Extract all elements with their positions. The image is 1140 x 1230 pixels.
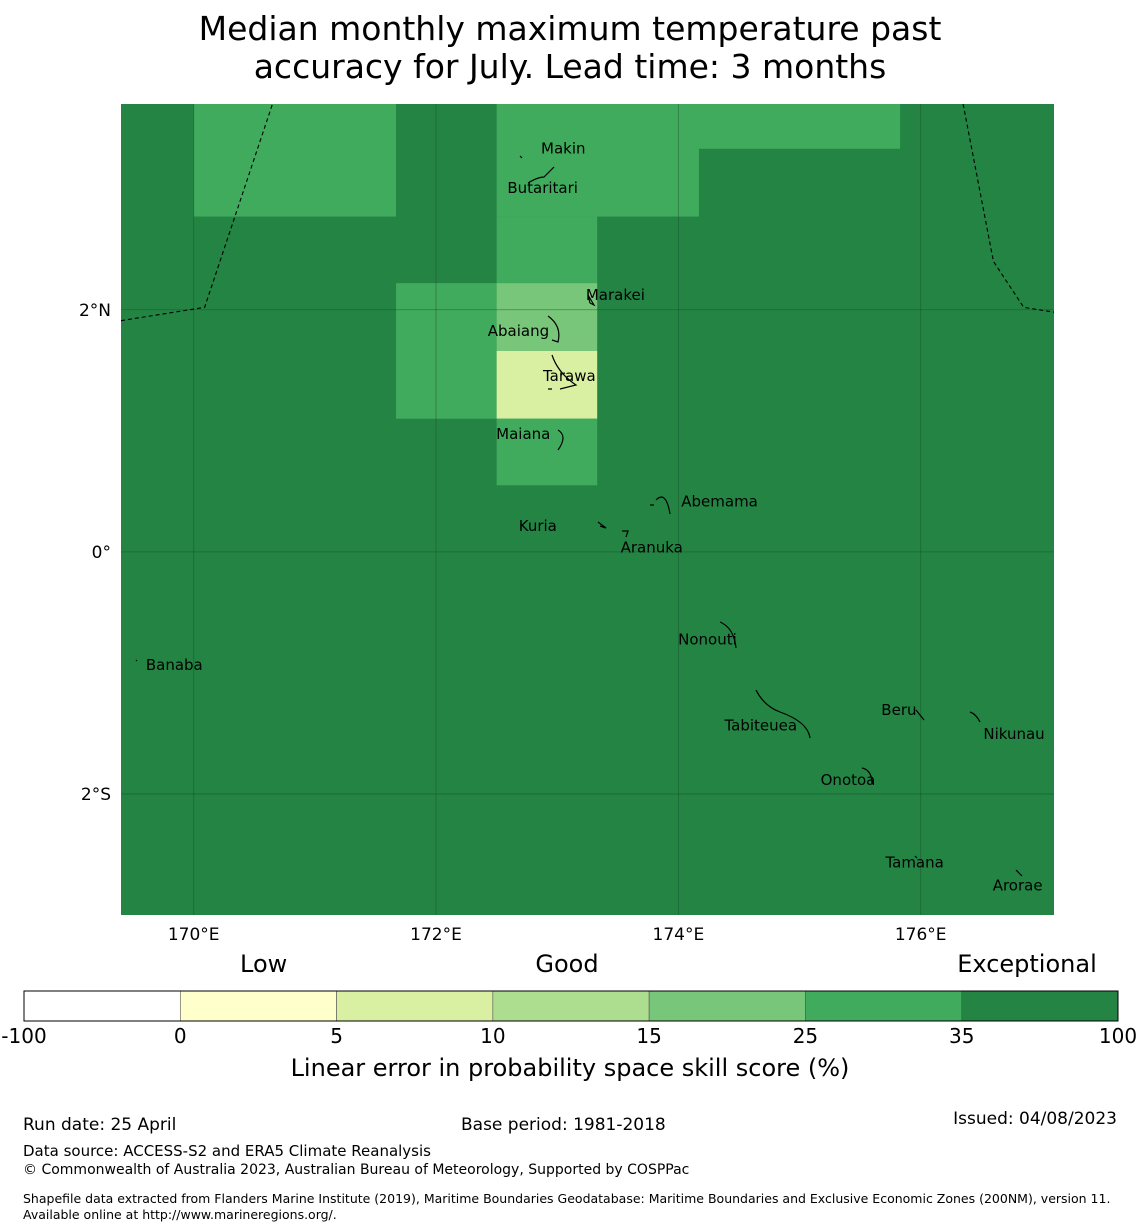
place-label: Arorae bbox=[993, 876, 1043, 894]
run-date: Run date: 25 April bbox=[23, 1115, 177, 1135]
colorbar-bin bbox=[961, 990, 1119, 1022]
x-tick-label: 174°E bbox=[653, 925, 705, 945]
place-label: Maiana bbox=[496, 425, 550, 443]
island-outline bbox=[527, 166, 555, 184]
colorbar-bin bbox=[336, 990, 494, 1022]
skill-cell bbox=[496, 283, 598, 351]
colorbar-category-label: Good bbox=[535, 950, 599, 978]
colorbar-bin bbox=[23, 990, 181, 1022]
data-source: Data source: ACCESS-S2 and ERA5 Climate … bbox=[23, 1142, 431, 1160]
island-outline bbox=[915, 709, 925, 721]
place-labels: Makin Butaritari Marakei Abaiang Tarawa Maian… bbox=[146, 139, 1045, 894]
colorbar-label: Linear error in probability space skill … bbox=[290, 1054, 850, 1082]
skill-cell bbox=[396, 283, 497, 419]
place-label: Abaiang bbox=[488, 322, 549, 340]
y-tick-label: 2°N bbox=[79, 301, 111, 321]
place-label: Tabiteuea bbox=[723, 717, 797, 735]
place-label: Onotoa bbox=[821, 771, 876, 789]
colorbar bbox=[23, 990, 1119, 1022]
shapefile-credit: Shapefile data extracted from Flanders M… bbox=[23, 1191, 1111, 1222]
colorbar-tick-label: 10 bbox=[480, 1024, 506, 1048]
place-label: Nikunau bbox=[983, 725, 1044, 743]
chart-title: Median monthly maximum temperature past … bbox=[0, 10, 1140, 86]
skill-cell bbox=[698, 104, 901, 149]
islands bbox=[135, 155, 1023, 877]
colorbar-tick-label: 25 bbox=[792, 1024, 819, 1048]
island-outline bbox=[548, 354, 578, 390]
colorbar-tick-label: 35 bbox=[948, 1024, 975, 1048]
skill-cell bbox=[496, 418, 598, 486]
y-tick-label: 0° bbox=[92, 543, 111, 563]
colorbar-category-label: Low bbox=[240, 950, 288, 978]
colorbar-tick-label: 100 bbox=[1098, 1024, 1138, 1048]
graticule bbox=[121, 104, 1054, 915]
eez-boundary-line bbox=[120, 103, 273, 322]
colorbar-bin bbox=[179, 990, 337, 1022]
colorbar-tick-label: 5 bbox=[330, 1024, 343, 1048]
colorbar-tick-label: 15 bbox=[636, 1024, 662, 1048]
island-outline bbox=[914, 855, 918, 859]
x-tick-label: 176°E bbox=[895, 925, 947, 945]
x-tick-label: 170°E bbox=[168, 925, 220, 945]
copyright: © Commonwealth of Australia 2023, Austra… bbox=[23, 1162, 690, 1178]
eez-boundaries bbox=[120, 103, 1055, 322]
island-outline bbox=[861, 767, 873, 785]
island-outline bbox=[597, 521, 629, 538]
island-outline bbox=[719, 621, 737, 649]
island-outline bbox=[1015, 869, 1023, 877]
place-label: Tarawa bbox=[542, 367, 596, 385]
island-outline bbox=[755, 689, 811, 739]
title-line-1: Median monthly maximum temperature past bbox=[198, 9, 942, 48]
place-label: Kuria bbox=[519, 517, 557, 535]
island-outline bbox=[547, 315, 560, 343]
colorbar-bin bbox=[805, 990, 963, 1022]
y-tick-label: 2°S bbox=[81, 785, 111, 805]
colorbar-bin bbox=[648, 990, 806, 1022]
colorbar-bin bbox=[492, 990, 650, 1022]
title-line-2: accuracy for July. Lead time: 3 months bbox=[253, 47, 887, 86]
axis-ticks: 170°E 172°E 174°E 176°E 2°N 0° 2°S bbox=[79, 301, 947, 945]
eez-boundary-line bbox=[962, 103, 1055, 313]
island-outline bbox=[519, 155, 523, 159]
skill-cell bbox=[496, 216, 598, 284]
skill-cell bbox=[496, 104, 699, 217]
colorbar-tick-label: -100 bbox=[1, 1024, 47, 1048]
skill-grid bbox=[121, 104, 1054, 915]
island-outline bbox=[969, 711, 981, 723]
island-outline bbox=[587, 294, 596, 307]
place-label: Makin bbox=[541, 139, 586, 157]
place-label: Marakei bbox=[586, 286, 645, 304]
place-label: Aranuka bbox=[621, 539, 683, 557]
skill-cell bbox=[496, 350, 598, 419]
colorbar-frame bbox=[23, 990, 1119, 1022]
island-outline bbox=[650, 496, 671, 515]
skill-cell bbox=[193, 104, 397, 217]
island-outline bbox=[135, 659, 138, 662]
x-tick-label: 172°E bbox=[410, 925, 462, 945]
colorbar-tick-label: 0 bbox=[173, 1024, 187, 1048]
issued-date: Issued: 04/08/2023 bbox=[953, 1109, 1117, 1129]
place-label: Tamana bbox=[884, 853, 943, 871]
colorbar-category-label: Exceptional bbox=[957, 950, 1097, 978]
place-label: Abemama bbox=[681, 493, 758, 511]
place-label: Nonouti bbox=[678, 631, 737, 649]
map-plot: Makin Butaritari Marakei Abaiang Tarawa Maian… bbox=[79, 103, 1055, 945]
base-period: Base period: 1981-2018 bbox=[461, 1115, 666, 1135]
place-label: Banaba bbox=[146, 656, 203, 674]
island-outline bbox=[557, 429, 564, 451]
place-label: Butaritari bbox=[507, 179, 578, 197]
place-label: Beru bbox=[881, 701, 916, 719]
